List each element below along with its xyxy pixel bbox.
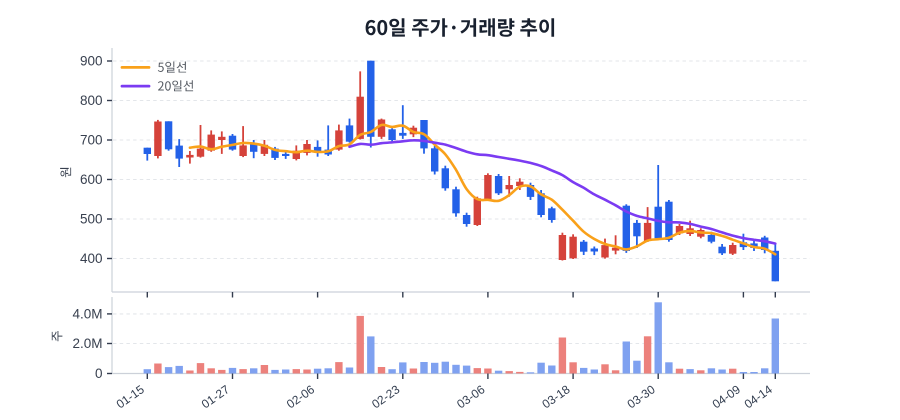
svg-text:800: 800 xyxy=(80,93,103,108)
svg-text:700: 700 xyxy=(80,133,103,148)
svg-text:2.0M: 2.0M xyxy=(72,336,102,351)
svg-text:4.0M: 4.0M xyxy=(72,307,102,322)
svg-text:600: 600 xyxy=(80,172,103,187)
svg-text:900: 900 xyxy=(80,54,103,69)
svg-text:0: 0 xyxy=(95,366,103,381)
svg-text:400: 400 xyxy=(80,251,103,266)
svg-text:500: 500 xyxy=(80,212,103,227)
